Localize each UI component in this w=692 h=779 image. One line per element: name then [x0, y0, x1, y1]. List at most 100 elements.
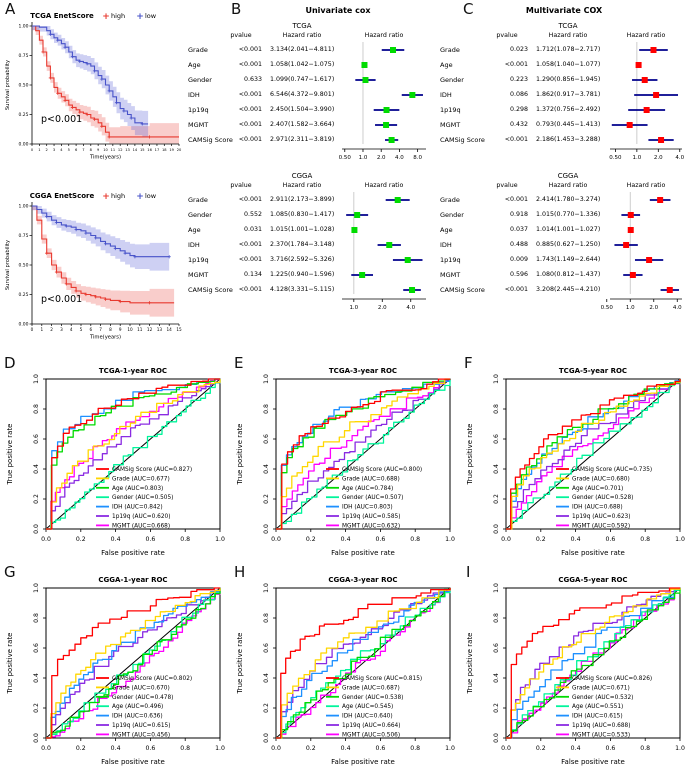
x-tick-label: 10: [127, 327, 133, 332]
km-band-high: [32, 206, 175, 320]
censor-mark: [48, 76, 52, 80]
row-pvalue: 0.432: [509, 121, 528, 128]
roc-ylabel: True positive rate: [466, 424, 474, 486]
y-tick-label: 0.6: [33, 434, 40, 444]
roc-xlabel: False positive rate: [561, 549, 625, 557]
km-panel-cgga: CGGA EnetScore + high + low 0.00 0.25 0.50 0.75 1…: [2, 186, 185, 362]
censor-mark: [45, 251, 49, 255]
roc-xlabel: False positive rate: [331, 549, 395, 557]
legend-label-Age: Age (AUC=0.803): [112, 486, 163, 492]
hr-marker: [404, 257, 411, 263]
row-label-1p19q: 1p19q: [188, 106, 209, 114]
x-tick-label: 7: [82, 148, 84, 152]
roc-title: TCGA-5-year ROC: [559, 367, 627, 375]
forest-axis-label: 8.0: [413, 155, 422, 161]
row-label-Age: Age: [188, 61, 201, 69]
legend-label-Age: Age (AUC=0.701): [572, 486, 623, 492]
row-label-Grade: Grade: [188, 46, 208, 54]
panel-letter-d: D: [4, 354, 16, 372]
censor-mark: [94, 236, 98, 240]
roc-curve-1p19q: [506, 379, 681, 530]
row-pvalue: <0.001: [504, 61, 528, 68]
row-pvalue: <0.001: [238, 121, 262, 128]
roc-xlabel: False positive rate: [561, 758, 625, 766]
roc-title: CGGA-5-year ROC: [558, 576, 627, 584]
x-tick-label: 0.6: [605, 536, 615, 543]
forest-axis-label: 2.0: [649, 305, 658, 311]
x-tick-label: 0.2: [76, 536, 86, 543]
km-curve-high: [32, 205, 175, 304]
y-tick-label: 0.8: [263, 613, 270, 623]
forest-axis-label: 2.0: [377, 155, 386, 161]
legend-label-Gender: Gender (AUC=0.478): [112, 695, 173, 701]
legend-label-Grade: Grade (AUC=0.670): [112, 685, 170, 691]
x-tick-label: 13: [125, 148, 130, 152]
y-tick-label: 1.00: [18, 204, 28, 210]
km-plot: TCGA EnetScore + high + low0.000.250.500.751…: [5, 12, 182, 161]
row-hr-text: 1.099(0.747−1.617): [270, 76, 335, 83]
censor-mark: [64, 282, 68, 286]
row-hr-text: 2.911(2.173−3.899): [270, 196, 335, 203]
row-label-Age: Age: [440, 226, 453, 234]
censor-mark: [78, 110, 82, 114]
legend-label-Grade: Grade (AUC=0.687): [342, 685, 400, 691]
hr-marker: [386, 242, 393, 248]
legend-label-Age: Age (AUC=0.784): [342, 486, 393, 492]
censor-mark: [56, 91, 60, 95]
row-label-CAMSig Score: CAMSig Score: [440, 136, 485, 144]
row-hr-text: 1.225(0.940−1.596): [270, 271, 335, 278]
y-tick-label: 0.00: [18, 322, 28, 328]
legend-label-MGMT: MGMT (AUC=0.668): [112, 523, 170, 529]
x-tick-label: 8: [109, 327, 112, 332]
censor-mark: [148, 135, 152, 139]
roc-curve-MGMT: [506, 379, 681, 530]
censor-mark: [129, 116, 133, 120]
legend-label-MGMT: MGMT (AUC=0.632): [342, 523, 400, 529]
hr-marker: [383, 122, 390, 128]
censor-mark: [74, 289, 78, 293]
plot-border: [275, 587, 451, 739]
row-label-Age: Age: [440, 61, 453, 69]
y-tick-label: 0.75: [18, 53, 28, 59]
x-tick-label: 0.4: [111, 745, 121, 752]
legend-label-1p19q: 1p19q (AUC=0.620): [112, 514, 171, 520]
roc-curve-Gender: [276, 588, 451, 739]
km-xlabel: Time(years): [89, 155, 121, 161]
legend-label-Grade: Grade (AUC=0.677): [112, 476, 170, 482]
cohort-label: CGGA: [557, 172, 579, 180]
roc-curve-Grade: [46, 379, 221, 530]
roc-title: CGGA-1-year ROC: [98, 576, 167, 584]
row-label-IDH: IDH: [188, 241, 200, 249]
panel-letter-a: A: [5, 0, 16, 18]
legend-label-CAMSig Score: CAMSig Score (AUC=0.800): [342, 467, 422, 473]
km-legend-key-low: +: [136, 12, 144, 22]
censor-mark: [70, 55, 75, 59]
censor-mark: [92, 117, 97, 121]
row-label-CAMSig Score: CAMSig Score: [188, 286, 233, 294]
hr-marker: [646, 257, 653, 263]
legend-label-Gender: Gender (AUC=0.507): [342, 495, 403, 501]
row-label-MGMT: MGMT: [188, 271, 209, 279]
y-tick-label: 1.0: [263, 374, 270, 384]
hr-marker: [627, 212, 634, 218]
roc-ylabel: True positive rate: [6, 633, 14, 695]
roc-curve-CAMSig Score: [276, 378, 451, 530]
roc-curve-Grade: [276, 588, 451, 739]
roc-curve-Age: [276, 378, 451, 530]
y-tick-label: 1.0: [493, 583, 500, 593]
col-header-hr: Hazard ratio: [548, 32, 588, 39]
hr-marker: [643, 107, 650, 113]
forest-axis-label: 1.0: [359, 155, 368, 161]
x-tick-label: 18: [162, 148, 167, 152]
roc-curve-CAMSig Score: [506, 379, 681, 530]
censor-mark: [94, 295, 98, 299]
hr-marker: [629, 272, 636, 278]
y-tick-label: 0.8: [493, 613, 500, 623]
row-hr-text: 1.290(0.856−1.945): [536, 76, 601, 83]
roc-xlabel: False positive rate: [101, 758, 165, 766]
row-hr-text: 1.080(0.812−1.437): [536, 271, 601, 278]
hr-marker: [635, 62, 642, 68]
censor-mark: [85, 112, 89, 117]
legend-label-MGMT: MGMT (AUC=0.456): [112, 732, 170, 738]
y-tick-label: 0.2: [263, 703, 270, 713]
